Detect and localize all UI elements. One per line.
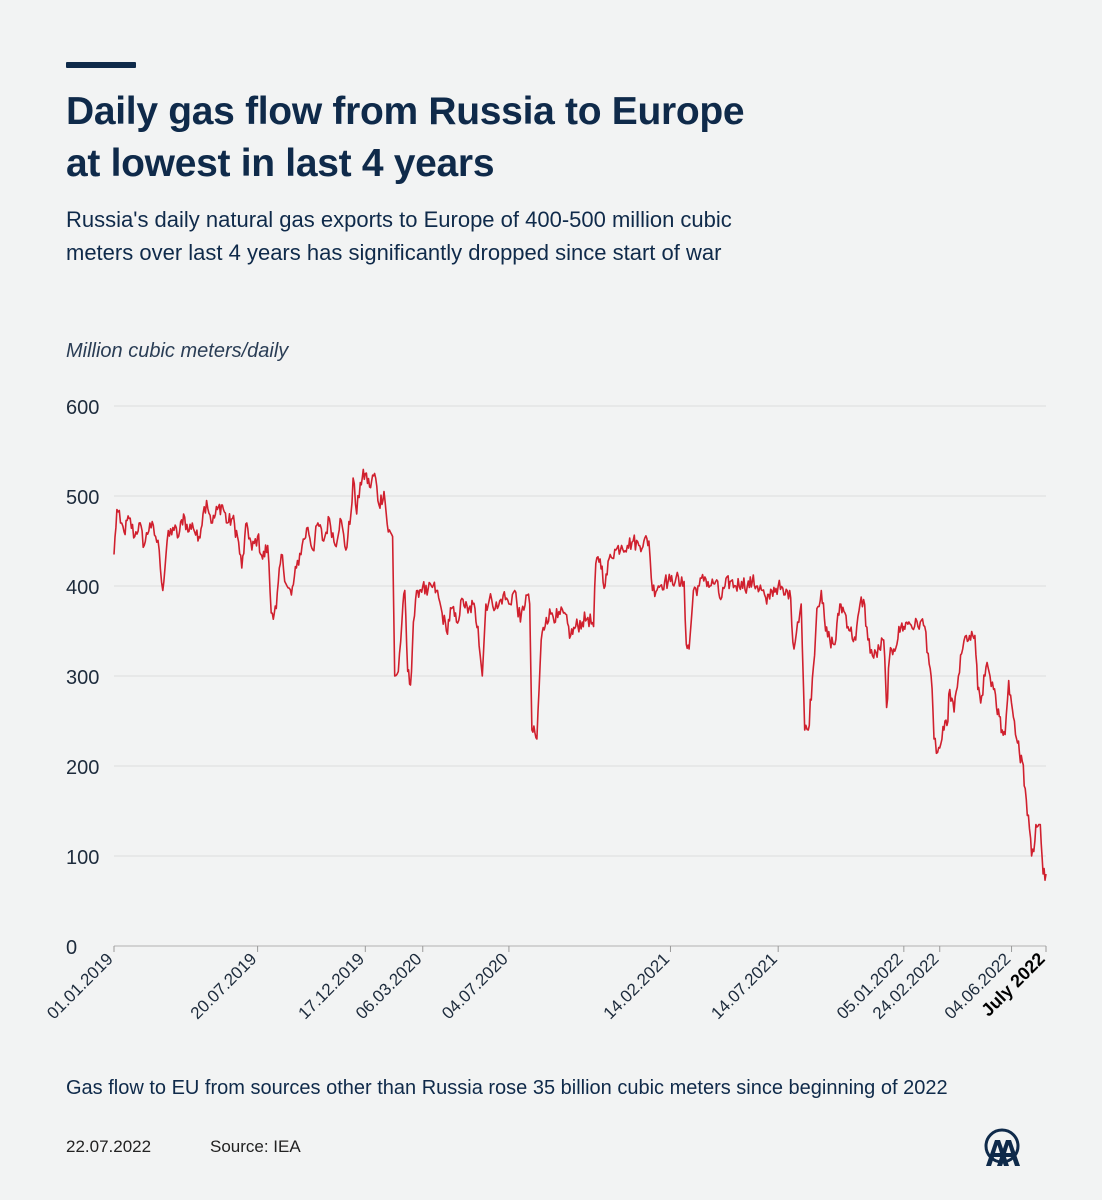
source-label: Source: IEA xyxy=(210,1137,301,1156)
y-tick-label: 100 xyxy=(66,847,99,869)
x-tick-label: 04.07.2020 xyxy=(438,949,512,1023)
gas-flow-series-line xyxy=(113,468,1047,881)
x-tick-label: 20.07.2019 xyxy=(187,949,261,1023)
footnote: Gas flow to EU from sources other than R… xyxy=(66,1077,948,1099)
x-tick-label: 01.01.2019 xyxy=(43,949,117,1023)
line-chart: 0 100 200 300 400 500 600 01.01.2019 20.07.2019 1… xyxy=(43,397,1049,1023)
title-accent-bar xyxy=(66,62,136,68)
y-tick-label: 300 xyxy=(66,667,99,689)
y-tick-label: 400 xyxy=(66,577,99,599)
y-tick-label: 500 xyxy=(66,487,99,509)
aa-logo-icon xyxy=(984,1128,1020,1166)
y-tick-label: 200 xyxy=(66,757,99,779)
title-line-2: at lowest in last 4 years xyxy=(66,142,495,185)
y-tick-label: 0 xyxy=(66,937,77,959)
chart-title: Daily gas flow from Russia to Europe at … xyxy=(66,86,966,190)
y-tick-label: 600 xyxy=(66,397,99,419)
x-tick-label: 14.02.2021 xyxy=(600,949,674,1023)
subtitle-line-1: Russia's daily natural gas exports to Eu… xyxy=(66,207,732,232)
logo-letter-a-right xyxy=(997,1140,1020,1166)
x-tick-label: 14.07.2021 xyxy=(707,949,781,1023)
publication-date: 22.07.2022 xyxy=(66,1137,152,1156)
chart-subtitle: Russia's daily natural gas exports to Eu… xyxy=(66,203,966,269)
subtitle-line-2: meters over last 4 years has significant… xyxy=(66,240,722,265)
y-axis-unit-label: Million cubic meters/daily xyxy=(66,340,289,362)
title-line-1: Daily gas flow from Russia to Europe xyxy=(66,90,745,133)
